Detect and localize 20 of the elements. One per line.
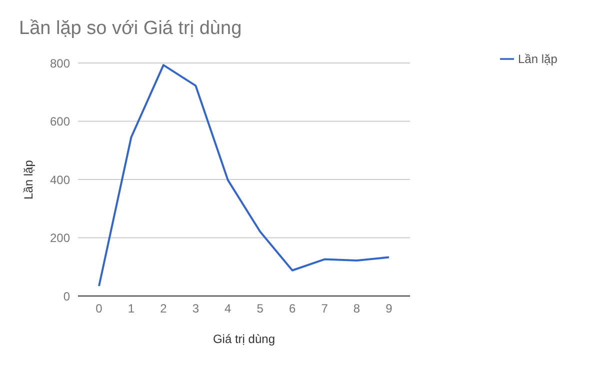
x-tick-label: 8 [353,302,360,316]
line-series [98,64,390,288]
y-tick-label: 0 [63,289,70,304]
x-tick-label: 7 [321,302,328,316]
y-tick-label: 400 [50,172,70,187]
x-tick-label: 2 [160,302,168,316]
y-tick-label: 800 [50,56,70,70]
x-tick-label: 3 [192,302,200,316]
x-tick-label: 5 [256,302,264,316]
y-axis-title: Lần lặp [21,160,36,200]
x-axis-title: Giá trị dùng [212,332,276,346]
y-tick-label: 200 [50,231,70,246]
chart-title: Lần lặp so với Giá trị dùng [19,18,242,40]
x-tick-label: 6 [288,302,296,316]
x-tick-label: 0 [96,302,103,316]
legend-label: Lần lặp [518,52,558,66]
y-tick-label: 600 [50,114,70,129]
x-tick-label: 9 [386,302,393,316]
x-tick-label: 4 [224,302,232,316]
x-tick-label: 1 [128,302,135,316]
